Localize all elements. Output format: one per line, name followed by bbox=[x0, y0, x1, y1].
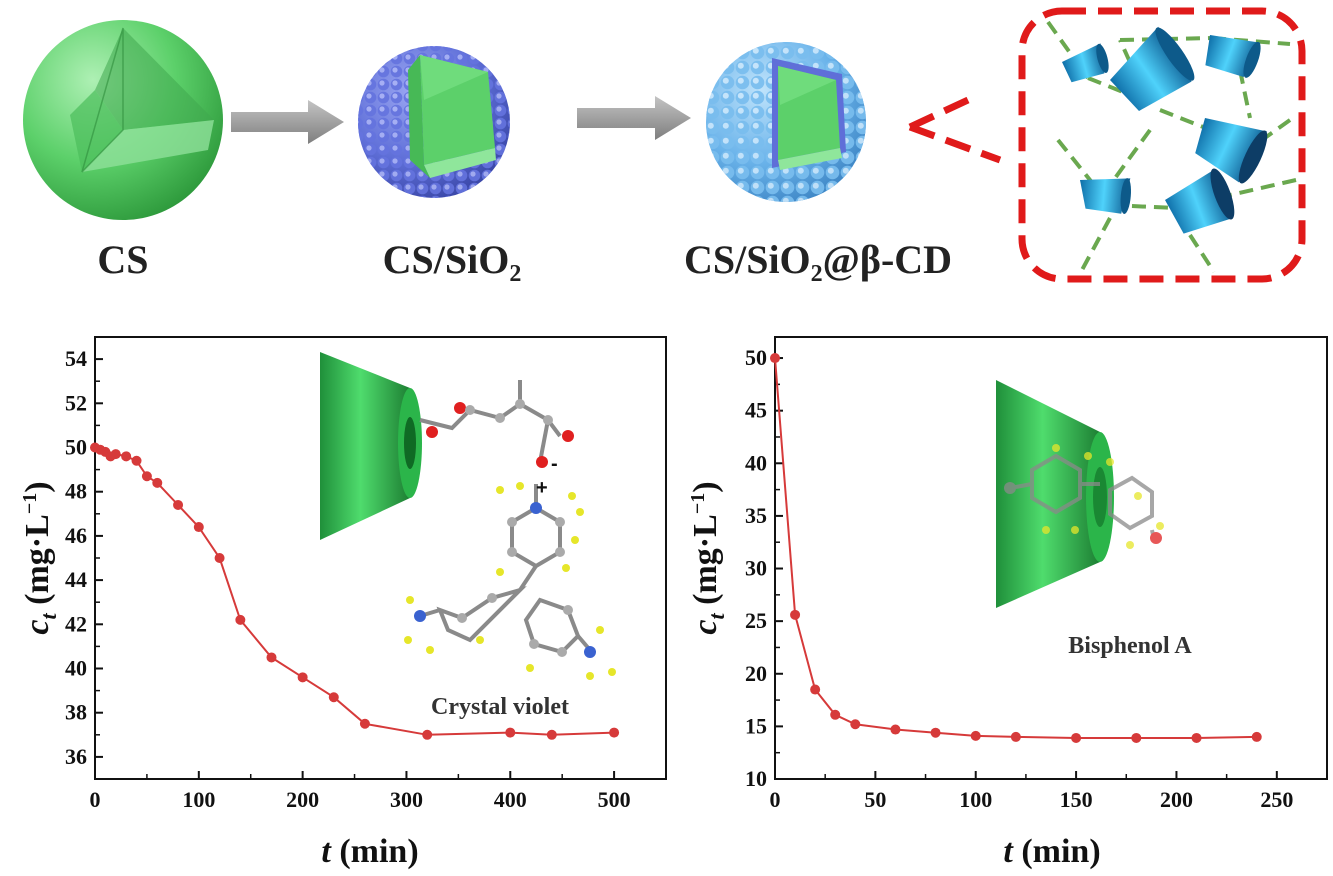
data-point bbox=[193, 522, 204, 533]
scheme-row: CS CS/SiO₂ CS/SiO₂@β-CD bbox=[23, 7, 1306, 283]
tick-marks-left bbox=[94, 358, 667, 779]
y-tick-label: 20 bbox=[745, 661, 767, 686]
data-point bbox=[235, 614, 246, 625]
x-tick-label: 150 bbox=[1060, 787, 1093, 812]
data-point bbox=[141, 471, 152, 482]
cs-sio2-sphere bbox=[358, 46, 510, 198]
y-tick-label: 46 bbox=[65, 523, 87, 548]
chart-crystal-violet: 36 38 40 42 44 46 48 50 52 54 0 100 200 300 400 500 bbox=[19, 336, 667, 870]
x-tick-label: 200 bbox=[1160, 787, 1193, 812]
label-crystal-violet: Crystal violet bbox=[431, 694, 569, 720]
y-tick-label: 45 bbox=[745, 398, 767, 423]
series-points-right bbox=[770, 353, 1262, 743]
beta-cd-inset bbox=[1018, 7, 1306, 283]
crystal-violet-inset: - + Crystal violet bbox=[320, 352, 616, 720]
x-tick-label: 100 bbox=[959, 787, 992, 812]
data-point bbox=[1131, 732, 1142, 743]
y-tick-labels-right: 10 15 20 25 30 35 40 45 50 bbox=[745, 345, 767, 791]
y-tick-label: 25 bbox=[745, 608, 767, 633]
data-point bbox=[214, 553, 225, 563]
y-tick-label: 50 bbox=[745, 345, 767, 370]
data-point bbox=[850, 719, 861, 730]
x-tick-label: 200 bbox=[286, 787, 319, 812]
x-axis-title-left: t (min) bbox=[321, 833, 418, 870]
x-tick-labels-left: 0 100 200 300 400 500 bbox=[90, 787, 631, 812]
data-point bbox=[121, 451, 132, 462]
x-axis-title-right: t (min) bbox=[1003, 833, 1100, 870]
label-bisphenol-a: Bisphenol A bbox=[1068, 633, 1192, 659]
cs-sphere bbox=[23, 20, 223, 220]
y-tick-label: 44 bbox=[65, 567, 87, 592]
y-tick-label: 15 bbox=[745, 713, 767, 738]
data-point bbox=[770, 353, 780, 364]
data-point bbox=[810, 684, 821, 695]
data-point bbox=[1071, 732, 1082, 743]
bisphenol-a-molecule-icon bbox=[1004, 444, 1164, 549]
y-tick-label: 50 bbox=[65, 435, 87, 460]
y-tick-labels-left: 36 38 40 42 44 46 48 50 52 54 bbox=[65, 346, 87, 769]
data-point bbox=[297, 672, 308, 683]
data-point bbox=[790, 609, 801, 620]
bisphenol-a-inset: Bisphenol A bbox=[996, 380, 1192, 659]
y-tick-label: 40 bbox=[65, 656, 87, 681]
data-point bbox=[1251, 731, 1262, 742]
data-point bbox=[546, 729, 557, 740]
x-tick-label: 50 bbox=[864, 787, 886, 812]
label-cs-sio2-cd: CS/SiO₂@β-CD bbox=[684, 237, 952, 282]
y-tick-label: 10 bbox=[745, 766, 767, 791]
data-point bbox=[422, 729, 433, 740]
data-point bbox=[110, 449, 121, 460]
x-tick-label: 250 bbox=[1260, 787, 1293, 812]
label-cs: CS bbox=[97, 237, 148, 282]
data-point bbox=[131, 455, 142, 466]
y-tick-label: 52 bbox=[65, 390, 87, 415]
data-point bbox=[1010, 731, 1021, 742]
data-point bbox=[890, 724, 901, 735]
y-tick-label: 40 bbox=[745, 450, 767, 475]
data-point bbox=[152, 477, 163, 488]
chart-bisphenol-a: 10 15 20 25 30 35 40 45 50 0 50 100 150 200 250 bbox=[687, 336, 1328, 870]
series-points-left bbox=[90, 442, 620, 740]
zoom-wedge bbox=[908, 96, 1002, 164]
x-tick-label: 100 bbox=[182, 787, 215, 812]
data-point bbox=[609, 727, 620, 738]
cd-cone-left-icon bbox=[320, 352, 410, 540]
tick-marks-right bbox=[774, 357, 1328, 780]
data-point bbox=[970, 730, 981, 741]
data-point bbox=[173, 499, 184, 510]
data-point bbox=[505, 727, 516, 738]
y-axis-title-right: ct (mg·L−1) bbox=[687, 481, 729, 634]
data-point bbox=[266, 652, 277, 663]
y-tick-label: 36 bbox=[65, 744, 87, 769]
data-point bbox=[930, 727, 941, 738]
x-tick-label: 400 bbox=[494, 787, 527, 812]
y-tick-label: 54 bbox=[65, 346, 87, 371]
data-point bbox=[1191, 732, 1202, 743]
data-point bbox=[328, 692, 339, 703]
y-tick-label: 30 bbox=[745, 556, 767, 581]
x-tick-label: 300 bbox=[390, 787, 423, 812]
y-tick-label: 42 bbox=[65, 611, 87, 636]
charge-minus: - bbox=[551, 453, 558, 475]
crystal-violet-molecule-icon bbox=[404, 380, 616, 680]
charge-plus: + bbox=[536, 477, 548, 499]
cs-sio2-cd-sphere bbox=[706, 42, 866, 202]
y-axis-title-left: ct (mg·L−1) bbox=[19, 481, 61, 634]
label-cs-sio2: CS/SiO₂ bbox=[383, 237, 522, 282]
y-tick-label: 48 bbox=[65, 479, 87, 504]
y-tick-label: 38 bbox=[65, 700, 87, 725]
arrow-2-icon bbox=[577, 96, 691, 140]
data-point bbox=[830, 709, 841, 720]
x-tick-label: 0 bbox=[770, 787, 781, 812]
data-point bbox=[359, 718, 370, 729]
plot-frame-right bbox=[774, 336, 1328, 780]
cd-cone-icons bbox=[1062, 26, 1268, 234]
x-tick-label: 0 bbox=[90, 787, 101, 812]
cd-cone-right-icon bbox=[996, 380, 1100, 608]
y-tick-label: 35 bbox=[745, 503, 767, 528]
x-tick-labels-right: 0 50 100 150 200 250 bbox=[770, 787, 1294, 812]
arrow-1-icon bbox=[231, 100, 344, 144]
x-tick-label: 500 bbox=[598, 787, 631, 812]
